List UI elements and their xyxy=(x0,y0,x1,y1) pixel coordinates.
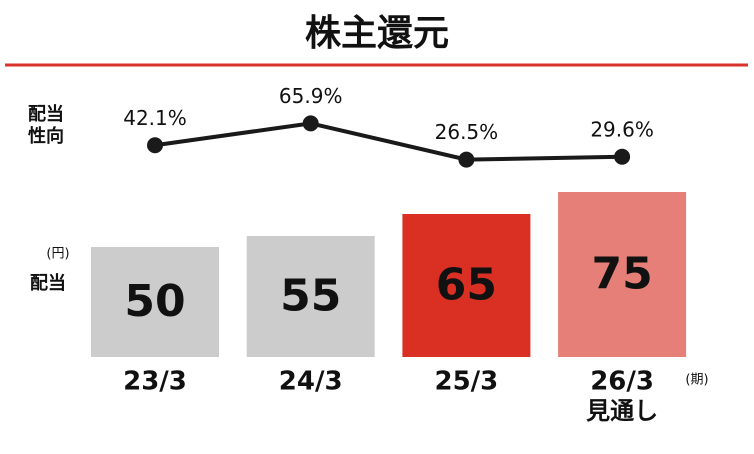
line-point xyxy=(147,137,163,154)
bar xyxy=(558,192,687,357)
bar-unit: (円) xyxy=(46,247,69,262)
x-tick-label: 23/3 xyxy=(123,367,187,397)
x-tick-label: 24/3 xyxy=(279,367,343,397)
bar-value-label: 50 xyxy=(124,276,185,327)
chart-title: 株主還元 xyxy=(305,13,449,54)
line-value-label: 26.5% xyxy=(435,120,499,144)
line-value-label: 29.6% xyxy=(590,117,654,141)
bar xyxy=(91,247,219,357)
bar-value-label: 65 xyxy=(436,260,497,311)
line xyxy=(154,121,623,162)
line-point xyxy=(458,151,475,168)
line-point xyxy=(614,148,631,165)
bar xyxy=(246,236,375,357)
bar-value-label: 75 xyxy=(591,249,652,300)
x-unit: (期) xyxy=(685,373,708,388)
x-tick-note: 見通し xyxy=(586,397,658,425)
line-value-label: 42.1% xyxy=(123,106,187,130)
line-series-name: 配当性向 xyxy=(28,104,64,147)
line-value-label: 65.9% xyxy=(279,84,343,108)
bar-series-name: 配当 xyxy=(30,272,66,294)
bar xyxy=(402,214,531,357)
x-tick-label: 25/3 xyxy=(435,367,499,397)
x-tick-label: 26/3 xyxy=(590,367,654,397)
bar-value-label: 55 xyxy=(280,271,341,322)
line-point xyxy=(302,115,319,132)
